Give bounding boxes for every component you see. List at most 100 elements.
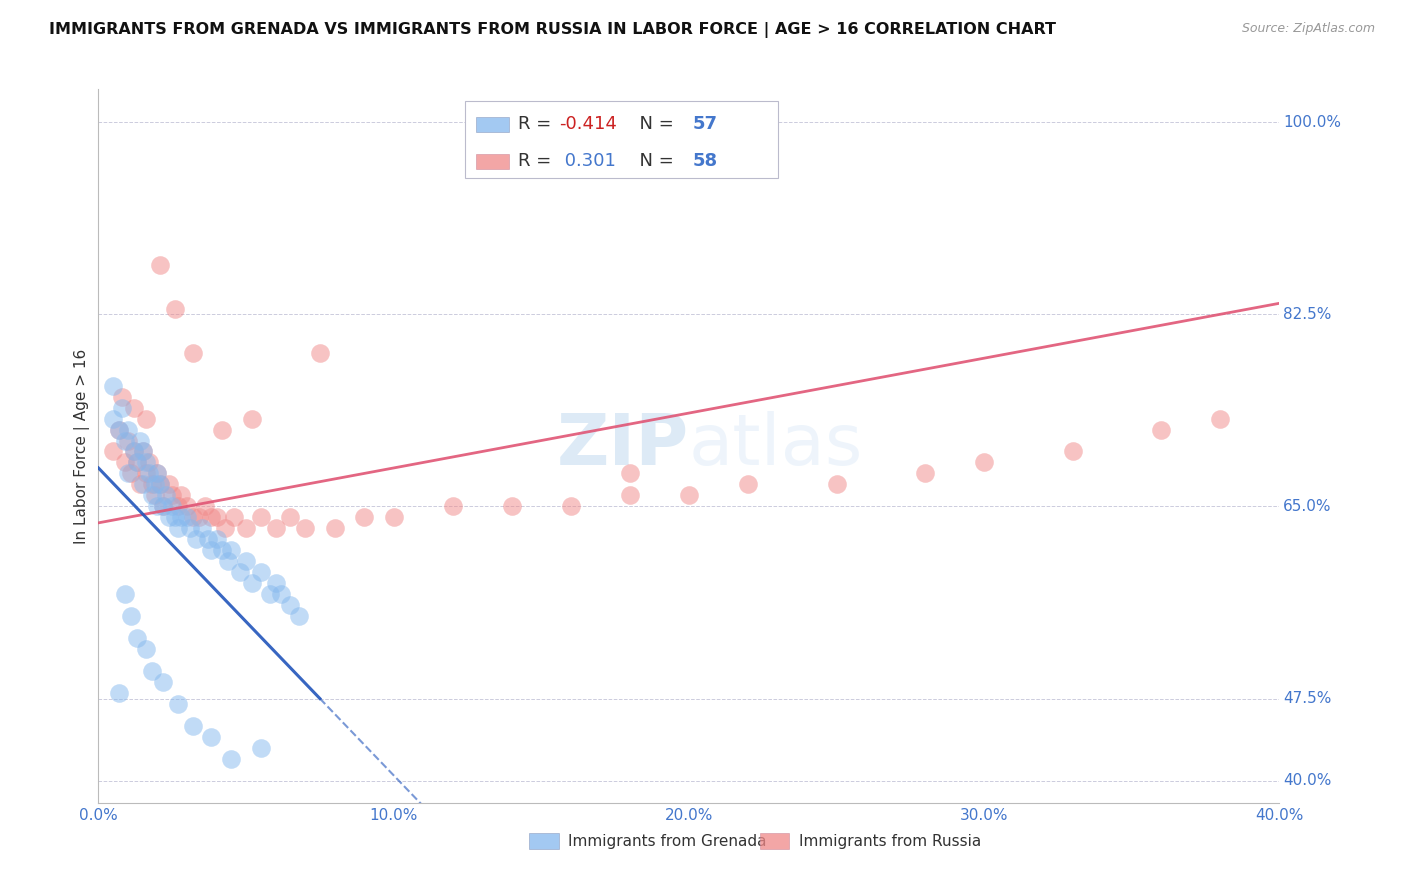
Point [117,434,139,448]
Point [103,411,125,425]
Text: Immigrants from Grenada: Immigrants from Grenada [568,834,768,849]
Point [143,488,166,502]
Point [141,488,163,502]
Point [1209,411,1232,425]
Point [280,598,302,612]
Text: R =: R = [517,153,557,170]
Point [125,455,148,469]
Point [825,477,848,491]
Point [152,500,174,514]
Point [280,510,302,524]
Point [224,510,246,524]
Point [155,488,177,502]
Point [117,467,139,481]
Point [250,566,273,580]
Point [200,510,222,524]
Point [382,510,405,524]
Point [135,455,157,469]
Text: Immigrants from Russia: Immigrants from Russia [799,834,981,849]
Point [114,434,136,448]
Point [117,423,139,437]
Point [737,477,759,491]
Text: -0.414: -0.414 [560,115,617,134]
Point [235,554,257,568]
Point [111,401,134,415]
Point [120,609,142,624]
Point [181,345,204,359]
Text: IMMIGRANTS FROM GRENADA VS IMMIGRANTS FROM RUSSIA IN LABOR FORCE | AGE > 16 CORR: IMMIGRANTS FROM GRENADA VS IMMIGRANTS FR… [49,22,1056,38]
Point [132,444,155,458]
Point [235,521,257,535]
Point [250,510,273,524]
Point [205,533,228,547]
Point [143,477,166,491]
Point [162,488,183,502]
Point [128,434,150,448]
Point [125,631,148,645]
Point [108,423,131,437]
Point [264,576,287,591]
Point [146,467,169,481]
Text: 0.301: 0.301 [560,153,616,170]
Text: Source: ZipAtlas.com: Source: ZipAtlas.com [1241,22,1375,36]
Text: 65.0%: 65.0% [1284,499,1331,514]
Point [184,533,207,547]
Point [1062,444,1084,458]
Point [170,510,193,524]
Point [170,488,193,502]
Point [441,500,464,514]
FancyBboxPatch shape [759,833,789,849]
Point [221,752,243,766]
FancyBboxPatch shape [464,102,778,178]
Text: 100.0%: 100.0% [1284,115,1341,129]
Text: atlas: atlas [689,411,863,481]
Point [149,477,172,491]
Point [179,521,201,535]
Point [264,521,287,535]
Point [165,510,187,524]
Point [270,587,292,601]
Point [122,444,145,458]
Point [103,378,125,392]
FancyBboxPatch shape [477,117,509,132]
Point [205,510,228,524]
Text: N =: N = [627,115,679,134]
Point [309,345,332,359]
Point [103,444,125,458]
Point [157,477,180,491]
Point [122,401,145,415]
Point [135,642,157,657]
Point [132,477,155,491]
Point [146,500,169,514]
Point [288,609,311,624]
Point [135,411,157,425]
Point [138,455,160,469]
Point [560,500,582,514]
Point [141,664,163,678]
Point [157,510,180,524]
Point [353,510,375,524]
Point [323,521,346,535]
Point [114,587,136,601]
Point [294,521,316,535]
Point [149,258,172,272]
Point [167,521,190,535]
Point [141,477,163,491]
Point [240,411,263,425]
Point [120,467,142,481]
Point [176,500,198,514]
Text: 40.0%: 40.0% [1284,773,1331,789]
Y-axis label: In Labor Force | Age > 16: In Labor Force | Age > 16 [75,349,90,543]
Point [122,444,145,458]
Point [152,500,174,514]
Point [132,444,155,458]
Point [167,697,190,711]
Text: R =: R = [517,115,557,134]
Point [111,390,134,404]
Text: 58: 58 [693,153,717,170]
Point [914,467,936,481]
Point [181,510,204,524]
Point [128,477,150,491]
Point [114,455,136,469]
Text: N =: N = [627,153,679,170]
